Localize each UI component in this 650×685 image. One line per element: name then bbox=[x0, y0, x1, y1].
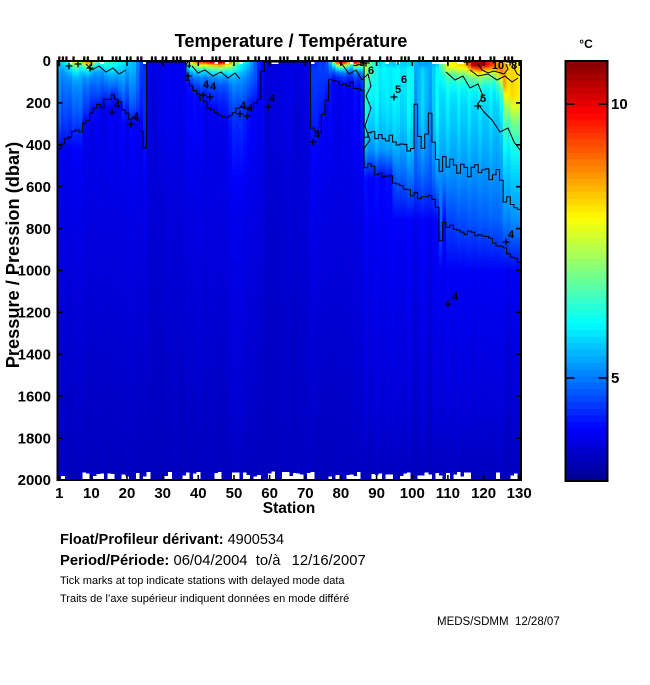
svg-text:1200: 1200 bbox=[18, 305, 51, 322]
svg-text:4: 4 bbox=[133, 111, 140, 123]
svg-text:90: 90 bbox=[368, 485, 385, 502]
svg-text:5: 5 bbox=[395, 84, 401, 96]
svg-text:4: 4 bbox=[452, 291, 459, 303]
svg-text:4: 4 bbox=[314, 129, 321, 141]
svg-text:800: 800 bbox=[26, 221, 51, 238]
svg-text:Temperature / Température: Temperature / Température bbox=[175, 31, 408, 51]
svg-text:Pressure / Pression (dbar): Pressure / Pression (dbar) bbox=[3, 142, 23, 368]
svg-text:Period/Période: 06/04/2004 to: Period/Période: 06/04/2004 to/à 12/16/20… bbox=[60, 553, 366, 569]
svg-text:10: 10 bbox=[83, 485, 100, 502]
svg-text:0: 0 bbox=[43, 53, 51, 70]
svg-text:8: 8 bbox=[511, 60, 517, 72]
svg-text:4: 4 bbox=[240, 100, 247, 112]
svg-text:4: 4 bbox=[508, 229, 515, 241]
svg-text:1400: 1400 bbox=[18, 347, 51, 364]
svg-text:Traits de l’axe supérieur indi: Traits de l’axe supérieur indiquent donn… bbox=[60, 593, 349, 605]
svg-text:20: 20 bbox=[119, 485, 136, 502]
svg-text:600: 600 bbox=[26, 179, 51, 196]
svg-text:4: 4 bbox=[210, 81, 217, 93]
svg-text:1800: 1800 bbox=[18, 430, 51, 447]
svg-text:30: 30 bbox=[154, 485, 171, 502]
svg-text:1000: 1000 bbox=[18, 263, 51, 280]
svg-text:10: 10 bbox=[492, 60, 504, 72]
svg-text:MEDS/SDMM 12/28/07: MEDS/SDMM 12/28/07 bbox=[437, 616, 560, 628]
svg-text:70: 70 bbox=[297, 485, 314, 502]
svg-text:40: 40 bbox=[190, 485, 207, 502]
svg-text:4: 4 bbox=[114, 99, 121, 111]
svg-text:5: 5 bbox=[611, 370, 619, 387]
svg-text:80: 80 bbox=[333, 485, 350, 502]
svg-text:130: 130 bbox=[507, 485, 532, 502]
svg-text:1: 1 bbox=[55, 485, 63, 502]
svg-text:4: 4 bbox=[185, 59, 192, 71]
svg-text:9: 9 bbox=[359, 57, 365, 69]
svg-text:100: 100 bbox=[400, 485, 425, 502]
svg-text:6: 6 bbox=[368, 65, 374, 77]
svg-text:5: 5 bbox=[480, 93, 486, 105]
svg-text:1600: 1600 bbox=[18, 388, 51, 405]
svg-text:60: 60 bbox=[261, 485, 278, 502]
svg-text:400: 400 bbox=[26, 137, 51, 154]
svg-text:Station: Station bbox=[263, 500, 316, 517]
svg-text:°C: °C bbox=[579, 37, 593, 51]
svg-text:120: 120 bbox=[471, 485, 496, 502]
svg-text:Float/Profileur dérivant: 4900: Float/Profileur dérivant: 4900534 bbox=[60, 532, 284, 548]
svg-text:110: 110 bbox=[436, 485, 460, 502]
svg-text:4: 4 bbox=[247, 103, 254, 115]
svg-text:6: 6 bbox=[401, 74, 407, 86]
svg-text:10: 10 bbox=[611, 96, 628, 113]
svg-text:Tick marks at top indicate sta: Tick marks at top indicate stations with… bbox=[60, 575, 345, 587]
svg-text:4: 4 bbox=[269, 93, 276, 105]
svg-text:4: 4 bbox=[203, 79, 210, 91]
svg-text:200: 200 bbox=[26, 95, 51, 112]
svg-text:2000: 2000 bbox=[18, 472, 51, 489]
svg-text:50: 50 bbox=[226, 485, 243, 502]
